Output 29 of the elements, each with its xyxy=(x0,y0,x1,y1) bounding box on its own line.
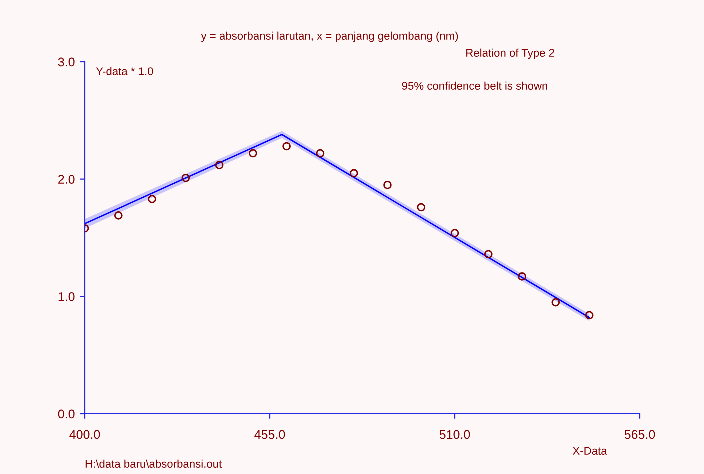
x-tick-label: 565.0 xyxy=(624,430,656,440)
x-tick-label: 510.0 xyxy=(440,430,470,440)
chart-title: y = absorbansi larutan, x = panjang gelombang (nm) xyxy=(201,32,458,42)
x-axis-title: X-Data xyxy=(572,447,608,455)
point xyxy=(417,203,426,212)
point xyxy=(450,229,460,238)
point xyxy=(350,169,358,178)
annotation: 95% confidence belt is shown xyxy=(402,82,548,90)
point xyxy=(585,311,594,320)
point xyxy=(384,181,392,190)
point xyxy=(518,272,526,281)
point xyxy=(249,149,258,158)
x-tick-label: 400.0 xyxy=(70,430,100,440)
point xyxy=(114,212,123,220)
point xyxy=(552,298,560,307)
x-tick-label: 455.0 xyxy=(254,430,286,440)
y-axis-title: Y-data * 1.0 xyxy=(96,67,154,76)
y-tick-label: 0.0 xyxy=(58,410,75,419)
y-tick-label: 3.0 xyxy=(58,58,75,67)
point xyxy=(316,149,325,158)
point xyxy=(484,250,493,259)
point xyxy=(182,174,190,182)
y-tick-label: 1.0 xyxy=(58,292,75,302)
point xyxy=(282,142,291,151)
text: H:\data baru\absorbansi.out xyxy=(86,460,222,468)
y-tick-label: 2.0 xyxy=(58,175,75,184)
point xyxy=(148,195,156,204)
text: Relation of Type 2 xyxy=(466,48,554,60)
point xyxy=(215,161,224,170)
